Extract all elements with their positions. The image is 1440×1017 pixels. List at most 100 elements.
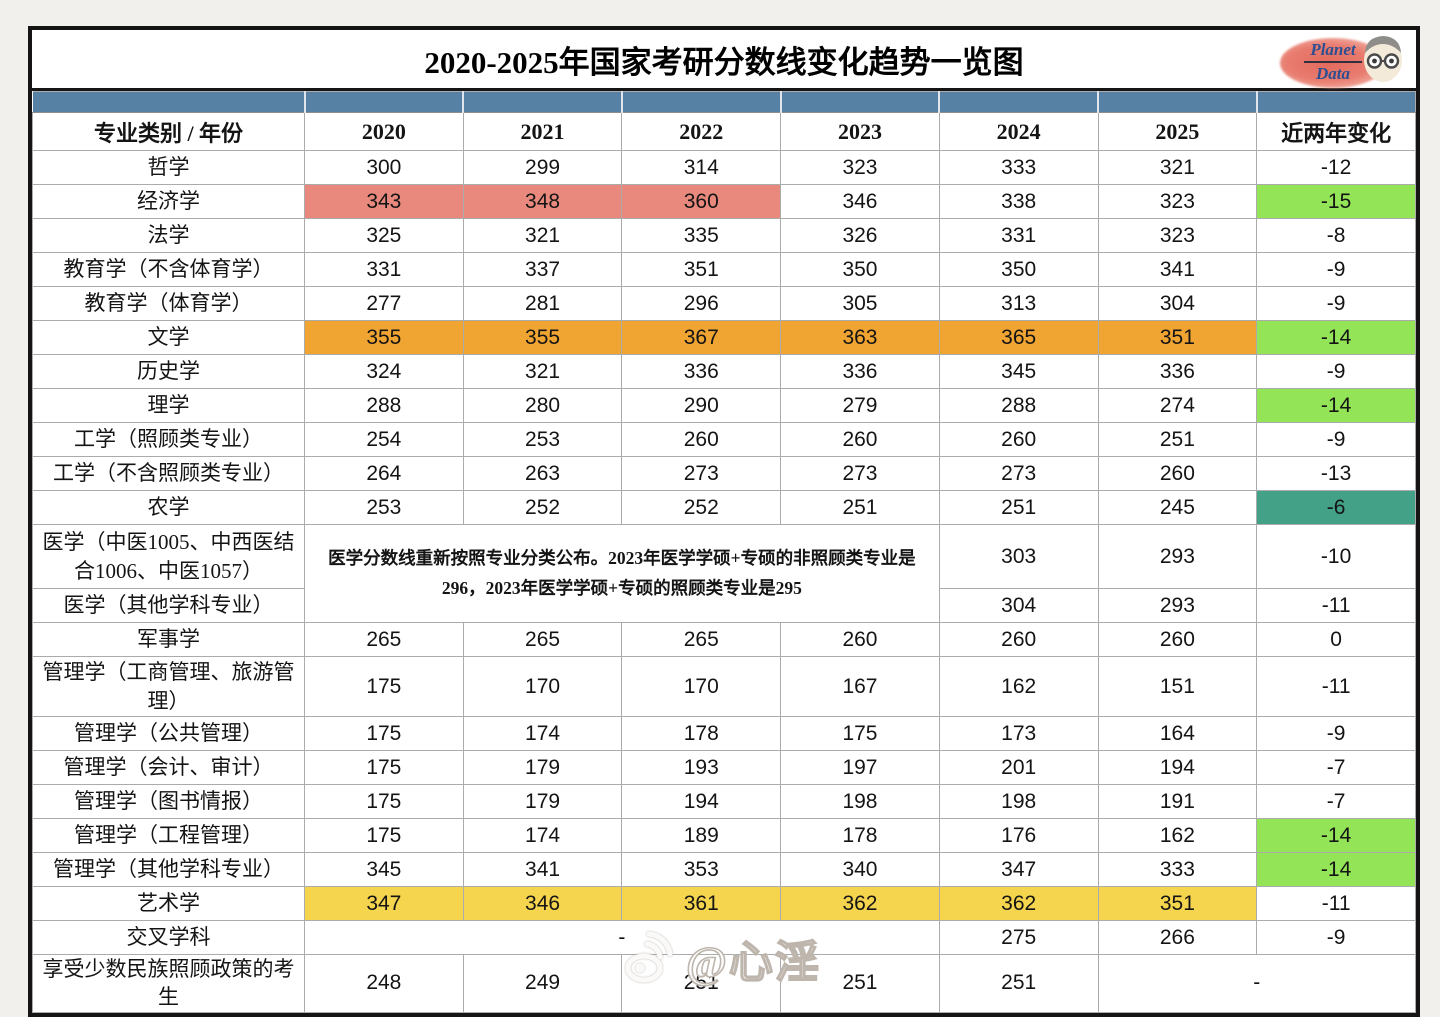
table-row: 享受少数民族照顾政策的考生 248 249 251 251 251- xyxy=(32,954,1417,1013)
row-label: 管理学（公共管理） xyxy=(32,716,305,751)
table-row: 法学 325 321 335 326 331 323 -8 xyxy=(32,218,1416,253)
score-cell: 198 xyxy=(780,784,940,819)
score-cell: 253 xyxy=(462,422,623,457)
score-cell: 290 xyxy=(621,388,782,423)
table-row: 军事学 265 265 265 260 260 260 0 xyxy=(32,622,1416,657)
band-cell xyxy=(938,91,1099,113)
table-row: 医学（中医1005、中西医结合1006、中医1057） 医学分数线重新按照专业分类… xyxy=(32,524,1416,623)
row-label: 医学（其他学科专业） xyxy=(32,588,305,623)
row-label: 工学（不含照顾类专业） xyxy=(32,456,305,491)
score-cell: 343 xyxy=(304,184,464,219)
row-label: 农学 xyxy=(32,490,305,525)
score-cell: -9 xyxy=(1256,354,1416,389)
score-cell: 353 xyxy=(621,852,782,887)
band-cell xyxy=(1097,91,1258,113)
score-cell: 323 xyxy=(780,150,940,185)
score-cell: 251 xyxy=(780,954,940,1013)
score-cell: 333 xyxy=(938,150,1099,185)
table-frame: 2020-2025年国家考研分数线变化趋势一览图 Planet Data xyxy=(28,26,1420,1017)
row-label: 管理学（工程管理） xyxy=(32,818,305,853)
header-year-2025: 2025 xyxy=(1097,112,1258,151)
score-cell: 296 xyxy=(621,286,782,321)
score-cell: 351 xyxy=(1097,320,1258,355)
score-cell: 337 xyxy=(462,252,623,287)
score-cell: 362 xyxy=(938,886,1099,921)
score-cell: 331 xyxy=(938,218,1099,253)
score-cell: 323 xyxy=(1097,184,1258,219)
score-cell: 347 xyxy=(304,886,464,921)
score-cell: -15 xyxy=(1256,184,1416,219)
score-cell: - xyxy=(1097,954,1417,1013)
row-label: 军事学 xyxy=(32,622,305,657)
score-cell: 170 xyxy=(462,656,623,717)
score-cell: 194 xyxy=(621,784,782,819)
score-cell: 266 xyxy=(1097,920,1258,955)
table-row: 交叉学科 -275 266 -9 xyxy=(32,920,1416,955)
score-cell: -14 xyxy=(1256,320,1416,355)
score-cell: 263 xyxy=(462,456,623,491)
score-cell: 351 xyxy=(1097,886,1258,921)
table-row: 工学（照顾类专业） 254 253 260 260 260 251 -9 xyxy=(32,422,1416,457)
table-row: 哲学 300 299 314 323 333 321 -12 xyxy=(32,150,1416,185)
row-label: 理学 xyxy=(32,388,305,423)
row-label: 医学（中医1005、中西医结合1006、中医1057） xyxy=(32,524,305,589)
score-cell: 314 xyxy=(621,150,782,185)
score-cell: 363 xyxy=(780,320,940,355)
header-row: 专业类别 / 年份 2020 2021 2022 2023 2024 2025 … xyxy=(32,112,1416,151)
table-row: 管理学（工程管理） 175 174 189 178 176 162 -14 xyxy=(32,818,1416,853)
band-cell xyxy=(462,91,623,113)
score-cell: 277 xyxy=(304,286,464,321)
score-cell: 193 xyxy=(621,750,782,785)
score-cell: 350 xyxy=(938,252,1099,287)
score-cell: 174 xyxy=(462,818,623,853)
page-title: 2020-2025年国家考研分数线变化趋势一览图 xyxy=(424,44,1024,80)
table-row: 管理学（其他学科专业） 345 341 353 340 347 333 -14 xyxy=(32,852,1416,887)
score-cell: 179 xyxy=(462,784,623,819)
score-cell: -14 xyxy=(1256,852,1416,887)
score-cell: 273 xyxy=(938,456,1099,491)
score-cell: -9 xyxy=(1256,716,1416,751)
score-cell: 360 xyxy=(621,184,782,219)
score-cell: 197 xyxy=(780,750,940,785)
score-cell: 321 xyxy=(462,354,623,389)
table-row: 教育学（不含体育学） 331 337 351 350 350 341 -9 xyxy=(32,252,1416,287)
score-cell: 201 xyxy=(938,750,1099,785)
band-cell xyxy=(32,91,305,113)
score-cell: 346 xyxy=(780,184,940,219)
score-cell: 198 xyxy=(938,784,1099,819)
table-row: 管理学（工商管理、旅游管理） 175 170 170 167 162 151 -11 xyxy=(32,656,1416,717)
score-cell: 254 xyxy=(304,422,464,457)
score-cell: 264 xyxy=(304,456,464,491)
score-cell: 350 xyxy=(780,252,940,287)
score-cell: -10 xyxy=(1256,524,1416,589)
score-cell: 288 xyxy=(304,388,464,423)
score-cell: 253 xyxy=(304,490,464,525)
score-cell: 324 xyxy=(304,354,464,389)
planet-data-logo: Planet Data xyxy=(1280,32,1406,88)
band-cell xyxy=(779,91,940,113)
score-cell: 303 xyxy=(938,524,1099,589)
score-cell: 347 xyxy=(938,852,1099,887)
row-label: 历史学 xyxy=(32,354,305,389)
score-cell: 305 xyxy=(780,286,940,321)
table-row: 管理学（图书情报） 175 179 194 198 198 191 -7 xyxy=(32,784,1416,819)
score-cell: 321 xyxy=(462,218,623,253)
score-cell: 175 xyxy=(304,656,464,717)
header-change: 近两年变化 xyxy=(1256,112,1416,151)
score-cell: 175 xyxy=(304,750,464,785)
score-cell: 351 xyxy=(621,252,782,287)
score-cell: 333 xyxy=(1097,852,1258,887)
score-cell: 151 xyxy=(1097,656,1258,717)
score-cell: -12 xyxy=(1256,150,1416,185)
score-cell: 251 xyxy=(780,490,940,525)
score-cell: 361 xyxy=(621,886,782,921)
table-row: 理学 288 280 290 279 288 274 -14 xyxy=(32,388,1416,423)
row-label: 艺术学 xyxy=(32,886,305,921)
score-cell: 346 xyxy=(462,886,623,921)
table-row: 文学 355 355 367 363 365 351 -14 xyxy=(32,320,1416,355)
score-cell: 249 xyxy=(462,954,623,1013)
score-cell: 336 xyxy=(621,354,782,389)
score-cell: 179 xyxy=(462,750,623,785)
header-category: 专业类别 / 年份 xyxy=(32,112,305,151)
logo-text: Planet Data xyxy=(1280,40,1386,84)
